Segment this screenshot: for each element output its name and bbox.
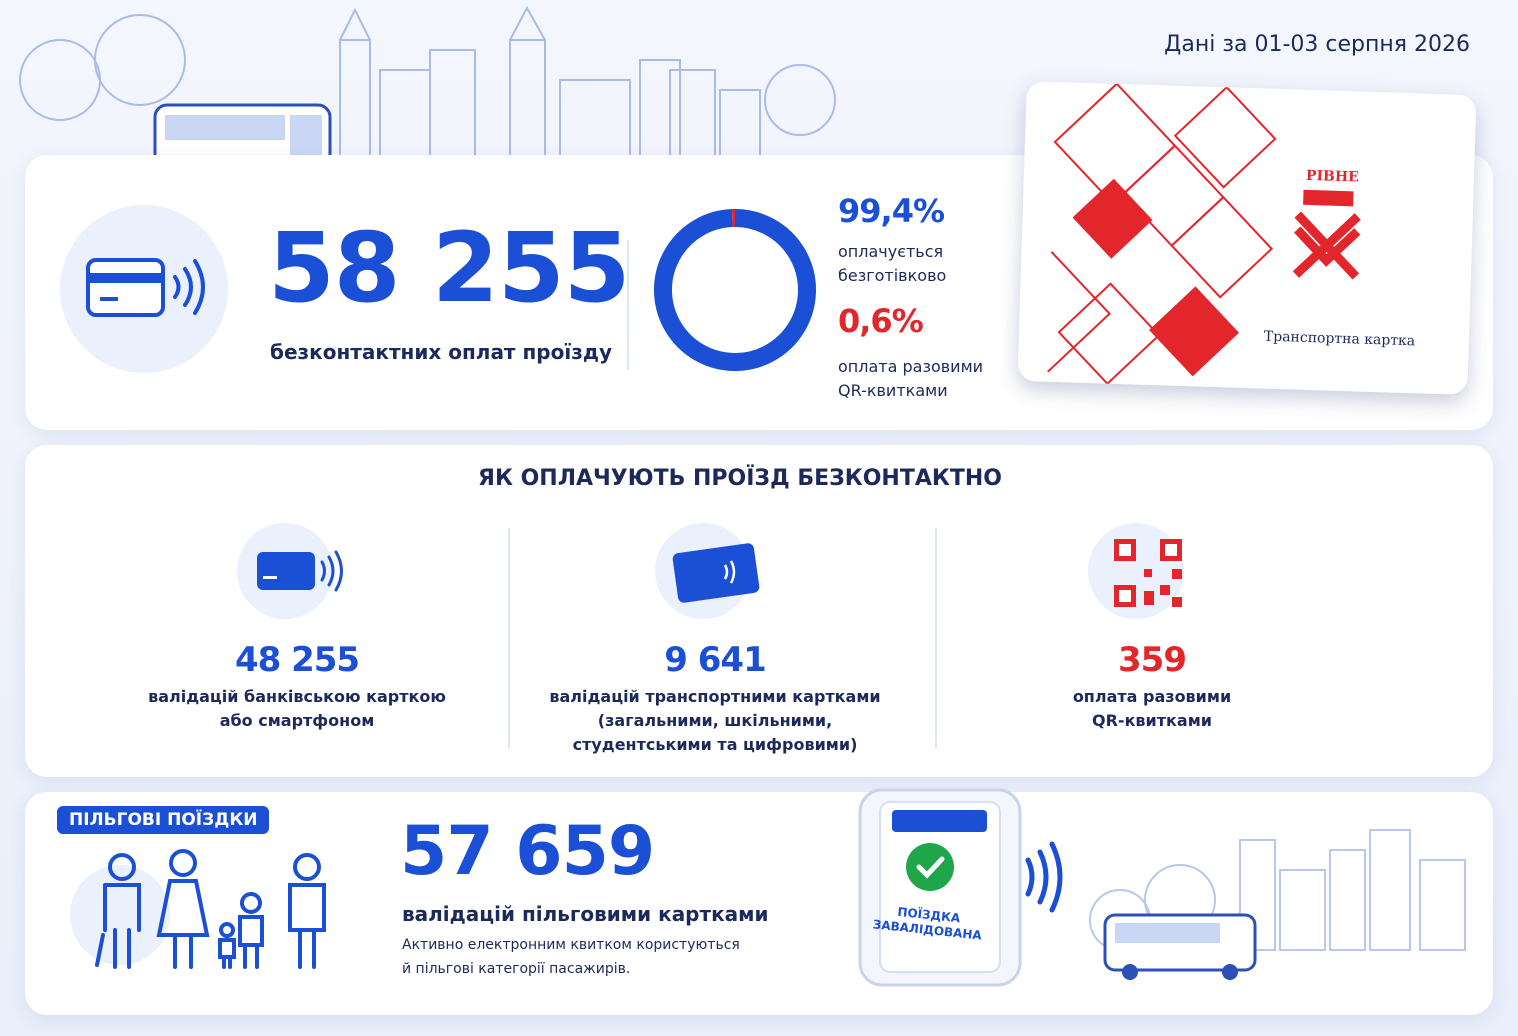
people-icon [70,849,326,969]
donut-value: 0,6% [838,302,924,340]
benefits-value: 57 659 [400,812,655,891]
card-city: РІВНЕ [1305,167,1360,186]
method-label: валідацій транспортними картками (загаль… [549,687,881,754]
section-title: ЯК ОПЛАЧУЮТЬ ПРОЇЗД БЕЗКОНТАКТНО [478,466,1002,491]
donut-segment [654,209,816,371]
donut-value: 99,4% [838,192,945,230]
divider [508,528,510,748]
validator [858,788,1063,987]
total-label: безконтактних оплат проїзду [270,340,613,364]
benefits-panel [25,792,1493,1015]
badge: ПІЛЬГОВІ ПОЇЗДКИ [57,806,270,834]
card-icon [86,258,205,317]
donut-chart [654,209,816,371]
method-value: 359 [1118,640,1187,680]
total-value: 58 255 [268,212,630,324]
bank-card-icon [257,550,343,592]
method-label: оплата разовими QR-квитками [1072,687,1232,730]
divider [935,528,937,748]
transport-card: РІВНЕ Транспортна картка [1017,81,1477,395]
method-label: валідацій банківською карткою або смартф… [148,687,446,730]
donut-category: оплата разовими QR-квитками [838,357,984,400]
buildings [19,5,836,161]
divider [627,240,629,370]
date: Дані за 01-03 серпня 2026 [1164,32,1470,57]
qr-icon [1114,539,1182,607]
method-value: 9 641 [664,640,766,680]
card-pattern [1047,82,1361,386]
benefits-label: валідацій пільговими картками [402,902,769,926]
transport-card-icon [672,543,760,603]
donut-category: оплачується безготівково [838,242,947,285]
benefits-note: Активно електронним квитком користуються… [402,937,740,977]
method-value: 48 255 [234,640,360,680]
skyline-bottom [1089,829,1466,980]
